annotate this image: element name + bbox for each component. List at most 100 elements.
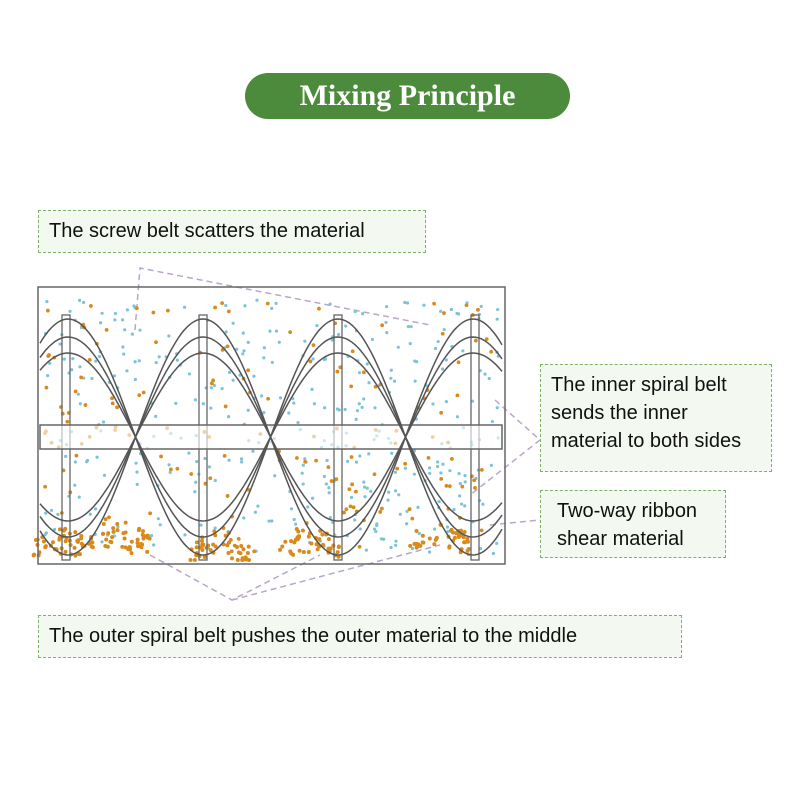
blue-particle: [394, 543, 398, 547]
blue-particle: [241, 352, 245, 356]
blue-particle: [489, 463, 493, 467]
blue-particle: [416, 505, 420, 509]
orange-particle: [83, 403, 88, 407]
orange-particle: [447, 484, 452, 489]
blue-particle: [123, 328, 127, 332]
blue-particle: [207, 465, 211, 469]
orange-particle: [420, 540, 425, 545]
orange-particle: [239, 543, 244, 548]
blue-particle: [193, 398, 198, 402]
orange-particle: [63, 549, 68, 554]
blue-particle: [427, 550, 432, 554]
blue-particle: [409, 325, 413, 329]
blue-particle: [372, 527, 377, 531]
blue-particle: [94, 359, 98, 363]
orange-particle: [344, 507, 349, 512]
orange-particle: [432, 542, 437, 547]
blue-particle: [120, 318, 125, 322]
blue-particle: [45, 299, 49, 304]
blue-particle: [422, 303, 426, 307]
blue-particle: [154, 360, 158, 365]
orange-particle: [115, 528, 120, 533]
blue-particle: [267, 519, 271, 523]
blue-particle: [446, 529, 450, 534]
orange-particle: [297, 548, 302, 553]
blue-particle: [384, 320, 388, 325]
orange-particle: [353, 489, 358, 494]
orange-particle: [456, 532, 461, 537]
orange-particle: [135, 540, 140, 545]
orange-particle: [349, 384, 354, 389]
blue-particle: [167, 334, 171, 338]
orange-particle: [306, 534, 311, 539]
orange-particle: [129, 539, 134, 544]
blue-particle: [325, 458, 329, 463]
blue-particle: [479, 304, 483, 309]
orange-particle: [326, 465, 331, 470]
orange-particle: [447, 545, 452, 550]
orange-particle: [200, 543, 205, 548]
blue-particle: [310, 387, 314, 391]
orange-particle: [101, 522, 106, 527]
blue-particle: [394, 539, 398, 543]
blue-particle: [300, 471, 304, 475]
orange-particle: [175, 466, 180, 471]
orange-particle: [229, 549, 234, 554]
orange-particle: [79, 541, 84, 546]
leader-shear: [489, 519, 541, 526]
blue-particle: [445, 525, 450, 529]
orange-particle: [134, 306, 139, 311]
blue-particle: [231, 378, 235, 382]
blue-particle: [209, 406, 213, 410]
blue-particle: [199, 523, 203, 527]
blue-particle: [417, 531, 422, 536]
blue-particle: [235, 347, 239, 351]
blue-particle: [46, 374, 50, 378]
orange-particle: [213, 544, 218, 549]
orange-particle: [484, 337, 489, 342]
orange-particle: [427, 536, 432, 541]
orange-particle: [72, 545, 77, 550]
orange-particle: [57, 527, 62, 532]
orange-particle: [338, 365, 343, 370]
orange-particle: [314, 458, 319, 463]
blue-particle: [138, 328, 142, 332]
orange-particle: [309, 541, 314, 546]
blue-particle: [357, 371, 362, 375]
orange-particle: [465, 548, 470, 553]
orange-particle: [476, 307, 480, 312]
orange-particle: [311, 343, 316, 348]
blue-particle: [396, 345, 400, 349]
blue-particle: [56, 512, 60, 516]
blue-particle: [73, 483, 77, 487]
blue-particle: [353, 310, 357, 314]
orange-particle: [79, 375, 84, 380]
orange-particle: [225, 344, 230, 349]
blue-particle: [404, 522, 409, 526]
blue-particle: [369, 489, 373, 493]
blue-particle: [195, 460, 199, 464]
orange-particle: [208, 548, 213, 553]
orange-particle: [349, 455, 354, 459]
blue-particle: [187, 451, 191, 455]
orange-particle: [408, 543, 413, 548]
orange-particle: [225, 543, 230, 548]
blue-particle: [212, 383, 216, 388]
leader-outer: [149, 554, 321, 601]
orange-particle: [350, 349, 355, 354]
orange-particle: [50, 540, 55, 545]
orange-particle: [479, 467, 484, 472]
blue-particle: [256, 504, 260, 508]
orange-particle: [289, 539, 294, 544]
orange-particle: [362, 370, 366, 375]
blue-particle: [355, 409, 360, 413]
orange-particle: [433, 537, 438, 542]
blue-particle: [84, 460, 89, 464]
blue-particle: [88, 512, 92, 516]
orange-particle: [32, 552, 37, 557]
blue-particle: [201, 402, 205, 406]
orange-particle: [452, 535, 457, 540]
leader-outer-2: [231, 544, 441, 601]
blue-particle: [362, 397, 366, 401]
blue-particle: [301, 482, 305, 486]
